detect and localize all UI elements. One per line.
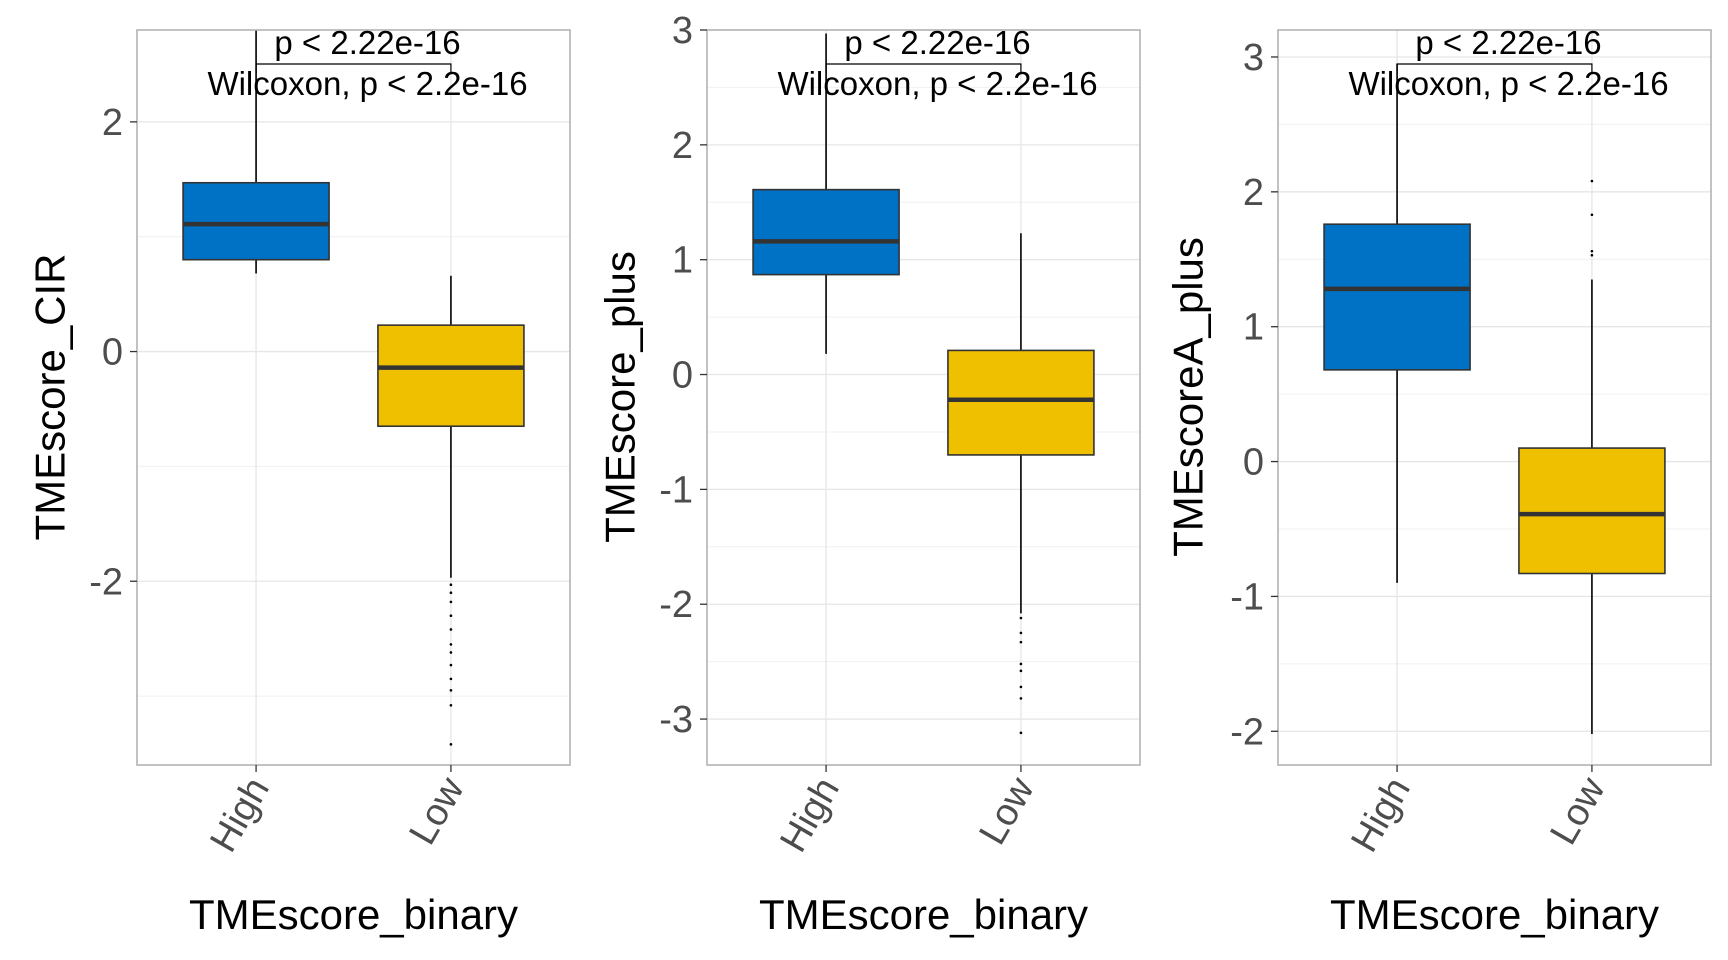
outlier-point — [1019, 731, 1023, 735]
box-low — [1518, 179, 1666, 734]
y-tick-label: 0 — [1243, 442, 1264, 484]
box-high — [1323, 63, 1471, 583]
y-axis-title: TMEscoreA_plus — [1165, 237, 1212, 557]
outlier-point — [449, 677, 453, 681]
outlier-point — [449, 628, 453, 631]
panel-border — [136, 29, 571, 766]
outlier-point — [1019, 662, 1023, 666]
y-tick-label: -1 — [659, 469, 693, 511]
significance-bracket — [825, 63, 1022, 73]
wilcoxon-label: Wilcoxon, p < 2.2e-16 — [1348, 65, 1668, 102]
outlier-point — [449, 591, 453, 595]
chart-panel-1: p < 2.22e-16 Wilcoxon, p < 2.2e-16 -2 0 2 Hig… — [27, 24, 571, 938]
y-tick-label: 0 — [102, 332, 123, 374]
y-tick-label: -2 — [659, 584, 693, 626]
x-tick-label: High — [1343, 771, 1418, 860]
wilcoxon-label: Wilcoxon, p < 2.2e-16 — [207, 65, 527, 102]
box-body — [182, 181, 330, 261]
y-tick-label: -3 — [659, 699, 693, 741]
y-tick-label: -1 — [1230, 576, 1264, 618]
box-low — [947, 233, 1095, 735]
outlier-point — [1019, 616, 1023, 620]
outlier-point — [1590, 179, 1594, 183]
outlier-point — [449, 583, 453, 586]
significance-bracket — [1396, 63, 1593, 73]
outlier-point — [449, 643, 453, 646]
y-tick-label: 3 — [672, 10, 693, 52]
outlier-point — [449, 600, 453, 604]
significance-bracket — [255, 63, 452, 73]
x-tick-label: Low — [401, 770, 473, 852]
outlier-point — [449, 663, 453, 667]
outlier-point — [1019, 669, 1023, 673]
box-low — [377, 275, 525, 746]
box-high — [752, 33, 900, 354]
p-value-label: p < 2.22e-16 — [844, 24, 1030, 61]
box-body — [1518, 447, 1666, 575]
y-tick-label: 2 — [102, 102, 123, 144]
chart-panel-3: p < 2.22e-16 Wilcoxon, p < 2.2e-16 -2 -1 0 1 2… — [1165, 24, 1712, 938]
x-axis-title: TMEscore_binary — [1330, 891, 1659, 938]
outlier-point — [449, 651, 453, 654]
outlier-point — [1590, 253, 1594, 257]
outlier-point — [1590, 249, 1594, 253]
y-tick-label: 2 — [1243, 172, 1264, 214]
y-axis-title: TMEscore_plus — [597, 251, 644, 543]
y-tick-label: 1 — [1243, 307, 1264, 349]
box-body — [1323, 223, 1471, 371]
y-tick-label: 1 — [672, 240, 693, 282]
y-tick-label: 2 — [672, 125, 693, 167]
plot-background — [1278, 30, 1711, 765]
y-tick-label: 3 — [1243, 37, 1264, 79]
wilcoxon-label: Wilcoxon, p < 2.2e-16 — [777, 65, 1097, 102]
y-axis-title: TMEscore_CIR — [27, 253, 74, 540]
p-value-label: p < 2.22e-16 — [274, 24, 460, 61]
y-tick-label: -2 — [89, 561, 123, 603]
outlier-point — [1019, 697, 1023, 700]
outlier-point — [1019, 685, 1023, 689]
outlier-point — [1590, 213, 1594, 217]
outlier-point — [449, 614, 453, 618]
panel-border — [1277, 29, 1712, 766]
x-tick-label: Low — [971, 770, 1043, 852]
outlier-point — [449, 703, 453, 707]
panel-border — [706, 29, 1141, 766]
box-body — [752, 188, 900, 276]
y-tick-label: -2 — [1230, 711, 1264, 753]
outlier-point — [449, 743, 453, 746]
x-axis-title: TMEscore_binary — [189, 891, 518, 938]
box-high — [182, 30, 330, 274]
x-axis-title: TMEscore_binary — [759, 891, 1088, 938]
x-tick-label: High — [772, 771, 847, 860]
box-body — [947, 349, 1095, 456]
outlier-point — [449, 689, 453, 692]
outlier-point — [1019, 640, 1023, 644]
chart-panel-2: p < 2.22e-16 Wilcoxon, p < 2.2e-16 -3 -2 -1 0… — [597, 10, 1141, 938]
x-tick-label: Low — [1542, 770, 1614, 852]
y-tick-label: 0 — [672, 355, 693, 397]
outlier-point — [1019, 631, 1023, 635]
box-body — [377, 324, 525, 428]
p-value-label: p < 2.22e-16 — [1415, 24, 1601, 61]
x-tick-label: High — [202, 771, 277, 860]
